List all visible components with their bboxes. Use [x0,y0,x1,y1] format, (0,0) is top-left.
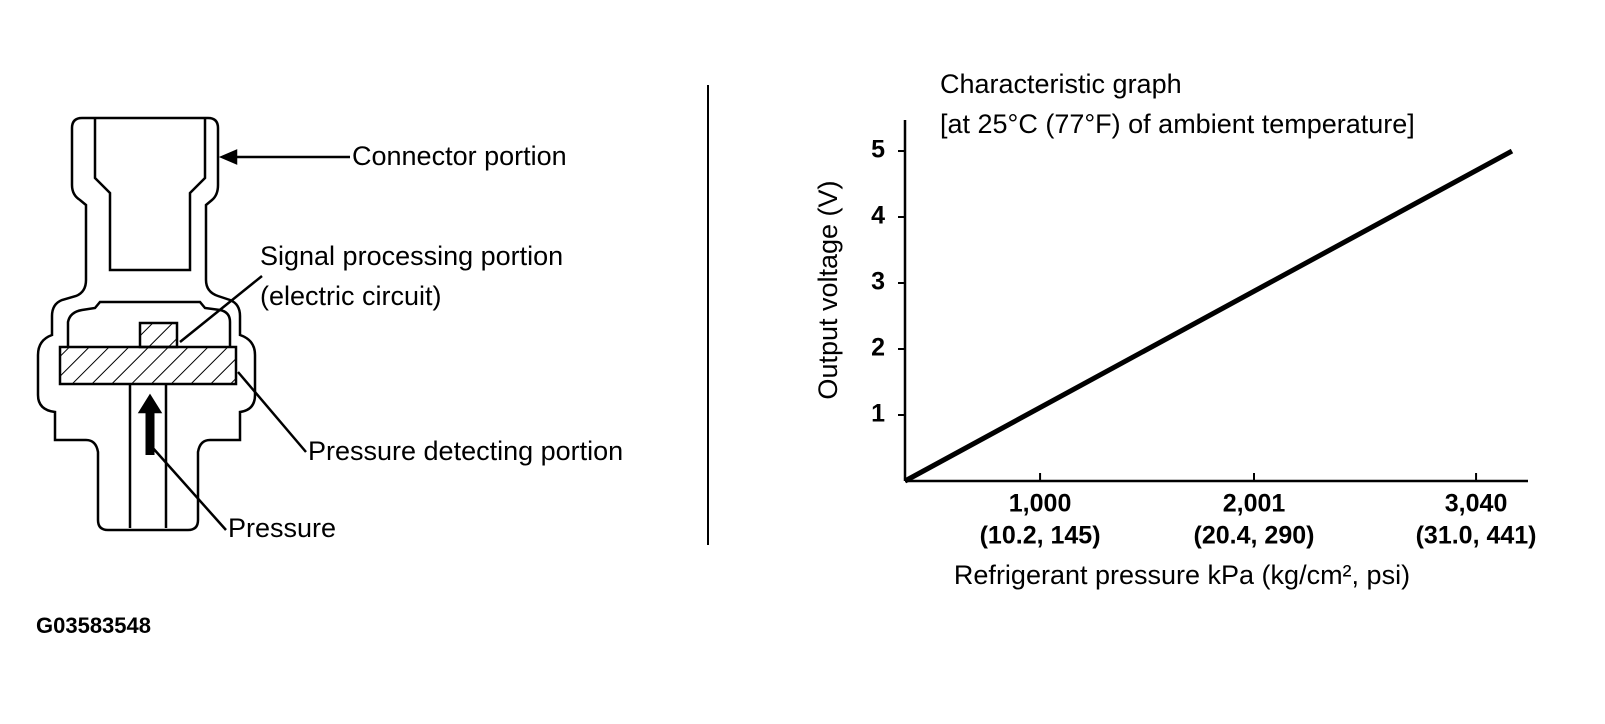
y-tick-label: 2 [871,334,885,362]
figure-id: G03583548 [36,613,151,638]
signal-label: Signal processing portion [260,241,563,271]
x-tick-sublabel: (10.2, 145) [980,522,1101,550]
chart: Characteristic graph [at 25°C (77°F) of … [813,69,1536,590]
x-axis-label: Refrigerant pressure kPa (kg/cm², psi) [954,560,1410,590]
detecting-label: Pressure detecting portion [308,436,623,466]
y-tick-label: 3 [871,268,885,296]
chart-subtitle: [at 25°C (77°F) of ambient temperature] [940,109,1415,139]
sensor-drawing [36,116,350,532]
x-tick-label: 2,001 [1223,490,1286,518]
y-tick-label: 1 [871,400,885,428]
y-tick-label: 4 [871,202,885,230]
connector-label: Connector portion [352,141,567,171]
x-tick-sublabel: (20.4, 290) [1194,522,1315,550]
y-axis-label: Output voltage (V) [813,180,843,399]
x-tick-sublabel: (31.0, 441) [1416,522,1537,550]
chart-title: Characteristic graph [940,69,1182,99]
data-line [903,148,1514,484]
x-tick-label: 1,000 [1009,490,1072,518]
signal-note: (electric circuit) [260,281,442,311]
x-tick-label: 3,040 [1445,490,1508,518]
pressure-label: Pressure [228,513,336,543]
y-tick-label: 5 [871,136,885,164]
